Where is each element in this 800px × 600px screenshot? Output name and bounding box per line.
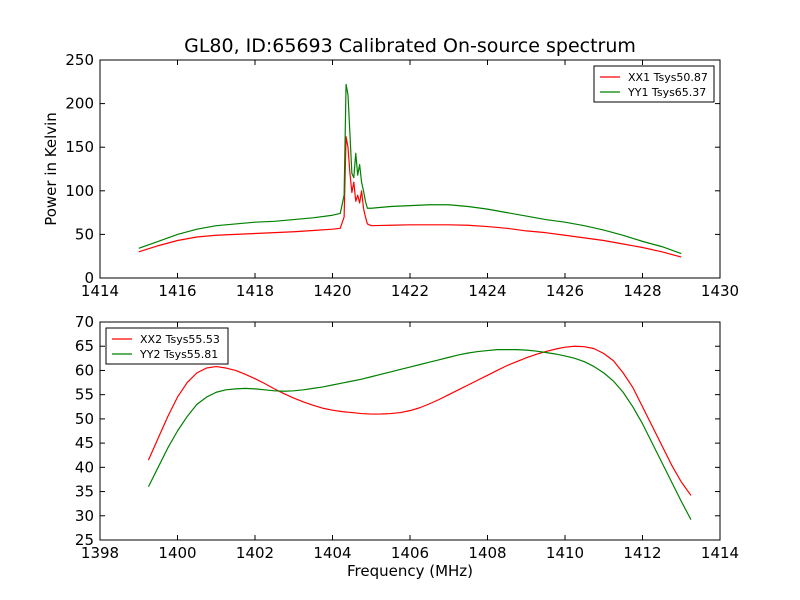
- y-tick-label: 45: [75, 434, 94, 452]
- legend: XX2 Tsys55.53 YY2 Tsys55.81: [105, 327, 229, 365]
- x-tick-label: 1410: [546, 544, 584, 562]
- y-axis-label: Power in Kelvin: [42, 112, 60, 226]
- x-tick-label: 1420: [313, 282, 351, 300]
- y-tick-label: 35: [75, 483, 94, 501]
- x-tick-label: 1428: [623, 282, 661, 300]
- x-tick-label: 1398: [81, 544, 119, 562]
- legend-box: [593, 65, 715, 103]
- legend: XX1 Tsys50.87 YY1 Tsys65.37: [593, 65, 715, 103]
- legend-entry-1: XX1 Tsys50.87: [628, 71, 708, 84]
- legend-entry-1: XX2 Tsys55.53: [140, 333, 220, 346]
- y-tick-label: 30: [75, 507, 94, 525]
- x-tick-label: 1402: [236, 544, 274, 562]
- series-line-2: [138, 83, 682, 255]
- y-tick-label: 60: [75, 361, 94, 379]
- bottom-chart: 1398 1400 1402 1404 1406 1408 1410 1412 1414 25 30…: [75, 313, 739, 580]
- series-line-1: [147, 345, 692, 496]
- y-tick-label: 25: [75, 531, 94, 549]
- x-tick-label: 1424: [468, 282, 506, 300]
- x-tick-label: 1408: [468, 544, 506, 562]
- legend-entry-2: YY1 Tsys65.37: [627, 86, 706, 99]
- legend-entry-2: YY2 Tsys55.81: [139, 348, 218, 361]
- x-tick-label: 1406: [391, 544, 429, 562]
- series-line-2: [147, 349, 692, 520]
- x-tick-label: 1422: [391, 282, 429, 300]
- x-tick-label: 1426: [546, 282, 584, 300]
- chart-title: GL80, ID:65693 Calibrated On-source spec…: [184, 35, 636, 57]
- x-axis-label: Frequency (MHz): [347, 562, 473, 580]
- y-tick-label: 50: [75, 225, 94, 243]
- x-tick-label: 1414: [701, 544, 739, 562]
- legend-box: [105, 327, 229, 365]
- x-tick-label: 1400: [158, 544, 196, 562]
- x-tick-label: 1418: [236, 282, 274, 300]
- y-tick-label: 65: [75, 337, 94, 355]
- y-tick-label: 200: [65, 95, 94, 113]
- x-tick-label: 1412: [623, 544, 661, 562]
- y-tick-label: 150: [65, 138, 94, 156]
- series-line-1: [138, 136, 682, 258]
- x-tick-label: 1416: [158, 282, 196, 300]
- x-tick-label: 1414: [81, 282, 119, 300]
- x-tick-label: 1404: [313, 544, 351, 562]
- y-tick-label: 50: [75, 410, 94, 428]
- y-tick-label: 250: [65, 51, 94, 69]
- y-tick-label: 40: [75, 458, 94, 476]
- y-tick-label: 100: [65, 182, 94, 200]
- y-tick-label: 55: [75, 386, 94, 404]
- top-chart: GL80, ID:65693 Calibrated On-source spec…: [42, 35, 739, 300]
- y-tick-label: 0: [84, 269, 94, 287]
- y-tick-label: 70: [75, 313, 94, 331]
- x-tick-label: 1430: [701, 282, 739, 300]
